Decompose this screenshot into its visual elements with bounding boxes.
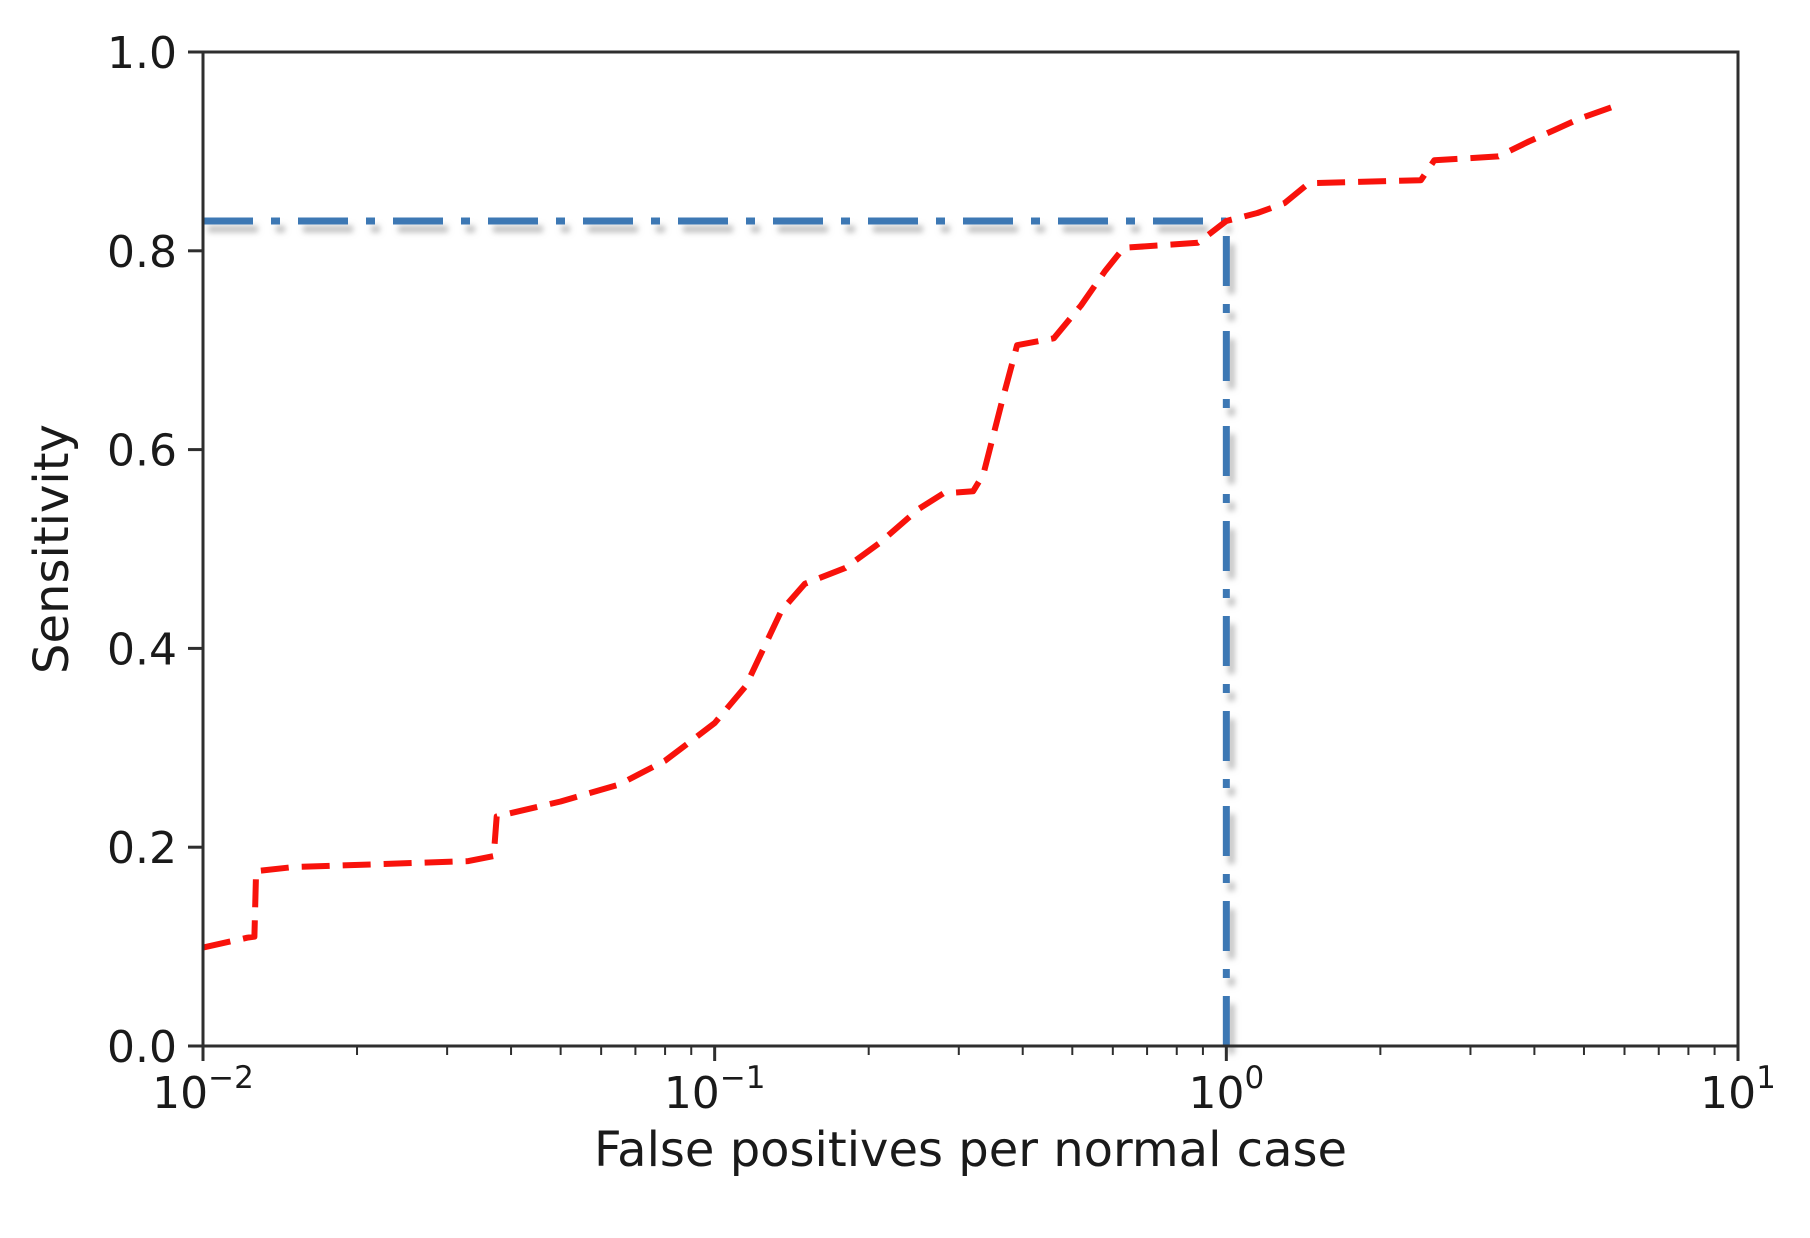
x-tick-label: 10−1 — [664, 1060, 766, 1119]
x-tick-exponent: 0 — [1244, 1060, 1264, 1096]
x-tick-label: 101 — [1700, 1060, 1776, 1119]
x-major-ticks — [201, 1046, 1740, 1061]
x-axis-label: False positives per normal case — [593, 1122, 1348, 1178]
y-tick-label: 0.4 — [107, 624, 177, 675]
x-tick-label: 100 — [1188, 1060, 1264, 1119]
y-tick-label: 0.8 — [107, 227, 177, 278]
x-tick-exponent: 1 — [1756, 1060, 1776, 1096]
plot-area — [203, 52, 1738, 1046]
froc-curve — [202, 103, 1615, 951]
y-tick-label: 0.6 — [107, 426, 177, 477]
y-ticks — [188, 50, 203, 1048]
x-tick-exponent: −2 — [208, 1060, 254, 1096]
y-tick-label: 0.0 — [107, 1022, 177, 1073]
y-axis-label: Sensitivity — [24, 424, 80, 674]
y-tick-label: 1.0 — [107, 28, 177, 79]
x-minor-ticks — [356, 1046, 1716, 1055]
operating-point-guides — [203, 217, 1230, 1046]
axes-box — [201, 50, 1740, 1048]
y-tick-label: 0.2 — [107, 823, 177, 874]
x-tick-exponent: −1 — [720, 1060, 766, 1096]
